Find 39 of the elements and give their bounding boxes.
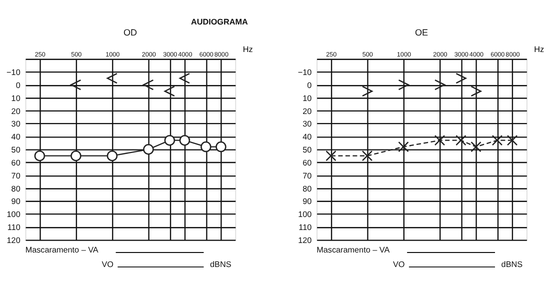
chart-title: AUDIOGRAMA — [190, 18, 248, 27]
y-tick-label: 30 — [11, 120, 21, 129]
y-tick-label: 0 — [16, 80, 21, 90]
y-tick-label: 110 — [7, 223, 21, 232]
y-tick-label: 60 — [11, 158, 21, 168]
y-tick-label: 40 — [302, 132, 312, 142]
text: Mascaramento – VA — [316, 246, 390, 255]
y-tick-label: 120 — [6, 236, 21, 246]
y-tick-label: 50 — [302, 146, 312, 155]
y-tick-label: 80 — [11, 184, 21, 194]
chart-subtitle: OE — [415, 27, 428, 38]
y-tick-label: 20 — [11, 106, 21, 116]
y-tick-label: 100 — [298, 210, 312, 220]
y-tick-label: 90 — [302, 197, 312, 206]
y-tick-label: −10 — [6, 68, 21, 78]
x-axis-title: Hz — [242, 45, 253, 54]
y-tick-label: 70 — [302, 171, 312, 180]
y-tick-label: 20 — [302, 106, 312, 116]
chart-subtitle: OD — [123, 27, 138, 38]
y-tick-label: 90 — [11, 197, 21, 206]
text: Mascaramento – VA — [25, 246, 99, 255]
text: dBNS — [210, 260, 232, 269]
text: VO — [102, 260, 114, 269]
y-tick-label: 10 — [302, 94, 312, 103]
y-tick-label: 30 — [302, 120, 312, 129]
y-tick-label: 40 — [11, 132, 21, 142]
y-tick-label: 100 — [6, 210, 21, 220]
y-tick-label: 0 — [307, 80, 312, 90]
text: dBNS — [501, 260, 524, 269]
y-tick-label: 110 — [298, 223, 312, 232]
y-tick-label: 60 — [302, 158, 312, 168]
y-tick-label: 50 — [11, 146, 21, 155]
y-tick-label: 80 — [302, 184, 312, 194]
y-tick-label: 10 — [11, 94, 21, 103]
x-axis-title: Hz — [534, 45, 544, 54]
y-tick-label: 120 — [298, 236, 312, 246]
text: VO — [393, 260, 405, 269]
y-tick-label: −10 — [298, 68, 312, 78]
y-tick-label: 70 — [11, 171, 21, 180]
